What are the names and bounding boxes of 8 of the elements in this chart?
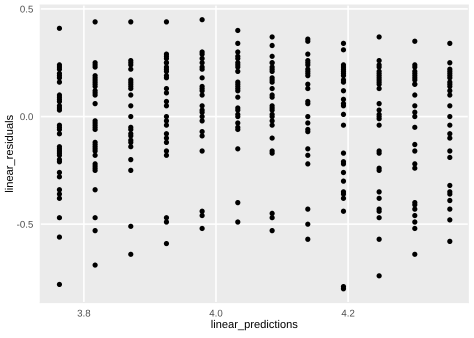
y-tick-label: 0.0 — [20, 113, 33, 120]
x-tick-label: 3.8 — [78, 310, 90, 317]
y-tick-label: 0.5 — [20, 6, 33, 13]
y-axis-title: linear_residuals — [4, 115, 16, 192]
x-axis-title: linear_predictions — [212, 320, 298, 330]
x-tick-label: 4.0 — [209, 310, 222, 317]
y-tick-label: -0.5 — [17, 220, 33, 228]
x-tick-label: 4.2 — [342, 310, 354, 316]
